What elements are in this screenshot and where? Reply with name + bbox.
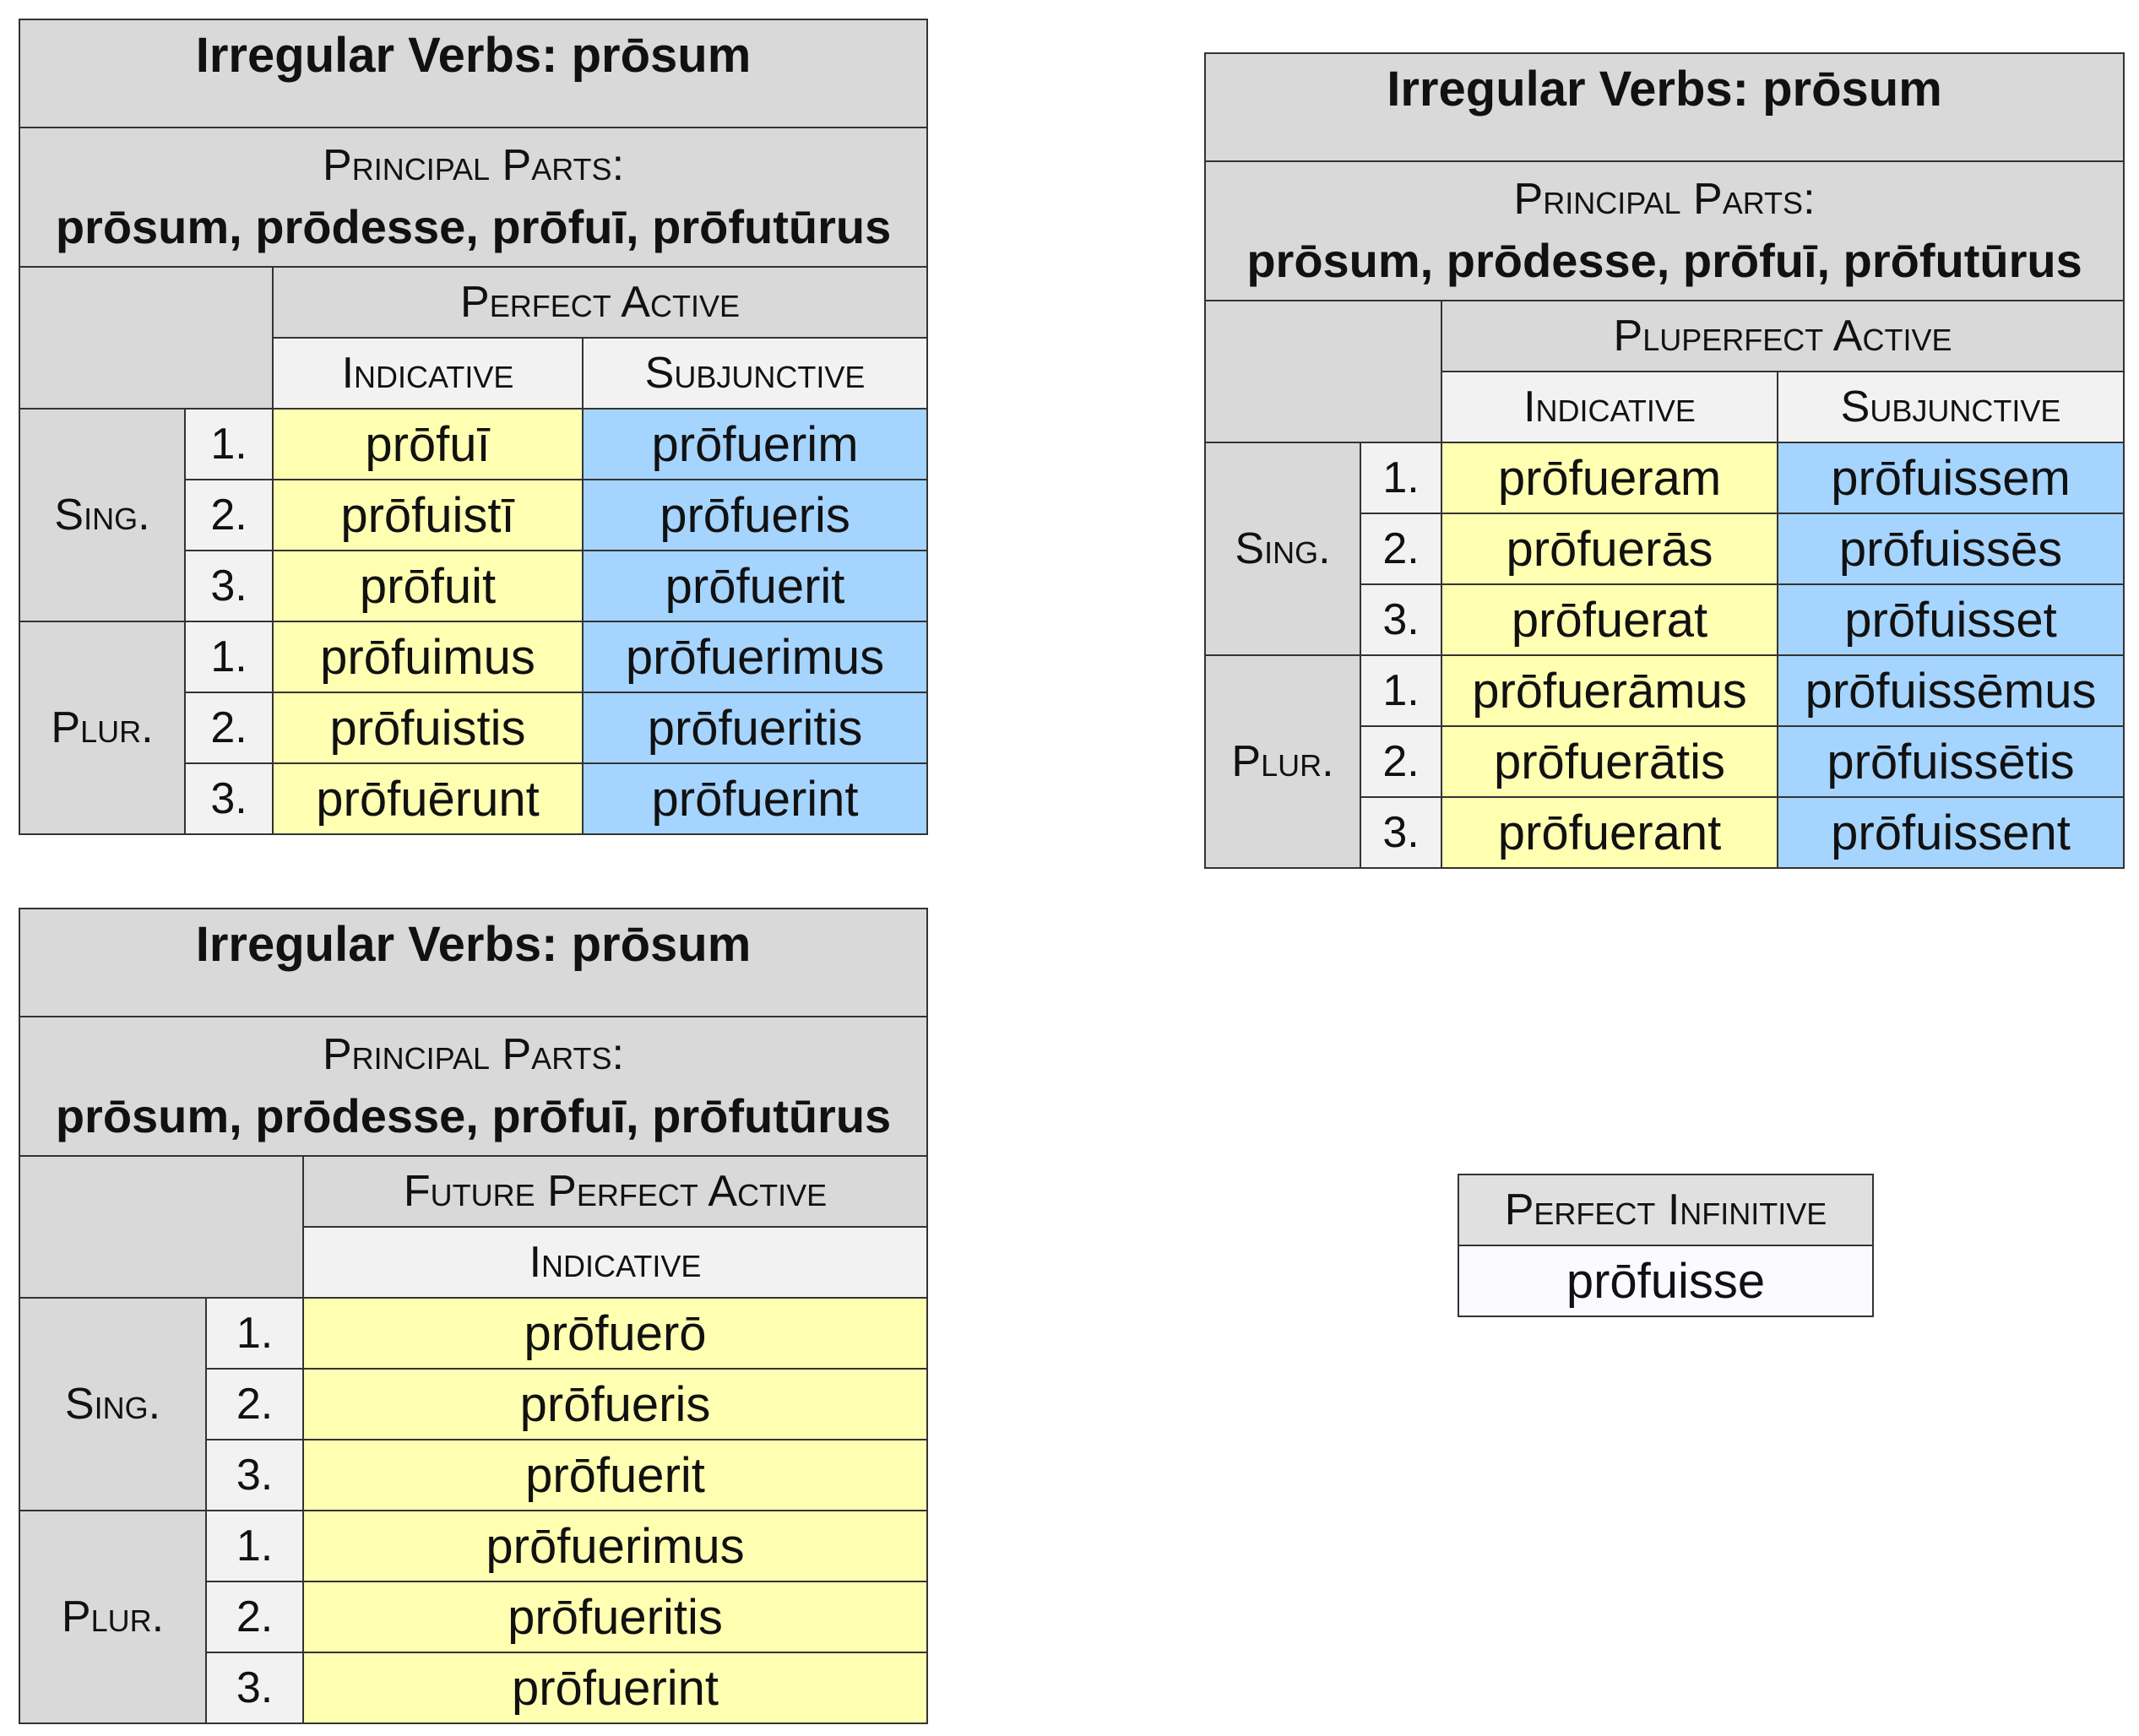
indicative-form: prōfuerint bbox=[301, 1652, 929, 1724]
table-title: Irregular Verbs: prōsum bbox=[18, 908, 929, 1017]
subjunctive-form: prōfuissent bbox=[1776, 796, 2125, 869]
indicative-form: prōfuerit bbox=[301, 1439, 929, 1511]
subjunctive-form: prōfuerimus bbox=[581, 621, 929, 693]
tense-header: Pluperfect Active bbox=[1440, 300, 2125, 372]
subjunctive-form: prōfuerit bbox=[581, 550, 929, 622]
indicative-form: prōfueram bbox=[1441, 442, 1778, 514]
plural-label: Plur. bbox=[1204, 654, 1361, 869]
subjunctive-form: prōfueris bbox=[581, 479, 929, 551]
principal-parts: Principal Parts: prōsum, prōdesse, prōfu… bbox=[18, 1016, 929, 1157]
singular-label: Sing. bbox=[19, 408, 186, 622]
plural-label: Plur. bbox=[19, 621, 186, 835]
indicative-form: prōfuerimus bbox=[301, 1510, 929, 1582]
indicative-form: prōfuerāmus bbox=[1441, 654, 1778, 727]
plural-label: Plur. bbox=[19, 1510, 207, 1724]
principal-parts-label: Principal Parts: bbox=[1513, 174, 1816, 224]
principal-parts-list: prōsum, prōdesse, prōfuī, prōfutūrus bbox=[1246, 233, 2082, 287]
mood-header-indicative: Indicative bbox=[1441, 371, 1778, 443]
subjunctive-form: prōfuissēs bbox=[1776, 513, 2125, 585]
person-number: 2. bbox=[184, 692, 274, 764]
table-title: Irregular Verbs: prōsum bbox=[18, 19, 929, 128]
principal-parts-label: Principal Parts: bbox=[323, 1029, 624, 1079]
person-number: 1. bbox=[205, 1297, 304, 1370]
tense-header: Perfect Active bbox=[271, 266, 929, 339]
principal-parts-list: prōsum, prōdesse, prōfuī, prōfutūrus bbox=[55, 1088, 892, 1142]
person-number: 2. bbox=[1360, 725, 1442, 798]
person-number: 1. bbox=[184, 408, 274, 480]
principal-parts: Principal Parts: prōsum, prōdesse, prōfu… bbox=[1203, 160, 2125, 301]
perfect-infinitive-table: Perfect Infinitive prōfuisse bbox=[1458, 1174, 1874, 1317]
table-title: Irregular Verbs: prōsum bbox=[1203, 52, 2125, 162]
tense-header: Future Perfect Active bbox=[301, 1155, 929, 1228]
principal-parts: Principal Parts: prōsum, prōdesse, prōfu… bbox=[18, 127, 929, 268]
indicative-form: prōfuistī bbox=[272, 479, 584, 551]
subjunctive-form: prōfuerint bbox=[581, 762, 929, 835]
person-number: 2. bbox=[1360, 513, 1442, 585]
singular-label: Sing. bbox=[1204, 442, 1361, 656]
corner-cell bbox=[19, 266, 274, 410]
indicative-form: prōfuerō bbox=[301, 1297, 929, 1370]
mood-header-subjunctive: Subjunctive bbox=[1776, 371, 2125, 443]
corner-cell bbox=[1204, 300, 1442, 443]
person-number: 3. bbox=[205, 1652, 304, 1724]
person-number: 2. bbox=[205, 1581, 304, 1653]
person-number: 3. bbox=[205, 1439, 304, 1511]
subjunctive-form: prōfuissēmus bbox=[1776, 654, 2125, 727]
indicative-form: prōfuērunt bbox=[272, 762, 584, 835]
principal-parts-list: prōsum, prōdesse, prōfuī, prōfutūrus bbox=[55, 199, 892, 253]
indicative-form: prōfuerat bbox=[1441, 583, 1778, 656]
mood-header-indicative: Indicative bbox=[301, 1226, 929, 1299]
person-number: 3. bbox=[1360, 583, 1442, 656]
indicative-form: prōfuerātis bbox=[1441, 725, 1778, 798]
subjunctive-form: prōfuissem bbox=[1776, 442, 2125, 514]
person-number: 2. bbox=[205, 1368, 304, 1440]
singular-label: Sing. bbox=[19, 1297, 207, 1511]
indicative-form: prōfueris bbox=[301, 1368, 929, 1440]
indicative-form: prōfueritis bbox=[301, 1581, 929, 1653]
person-number: 2. bbox=[184, 479, 274, 551]
person-number: 1. bbox=[205, 1510, 304, 1582]
indicative-form: prōfuit bbox=[272, 550, 584, 622]
person-number: 1. bbox=[1360, 654, 1442, 727]
person-number: 3. bbox=[1360, 796, 1442, 869]
subjunctive-form: prōfuisset bbox=[1776, 583, 2125, 656]
mood-header-indicative: Indicative bbox=[272, 337, 584, 410]
indicative-form: prōfuerant bbox=[1441, 796, 1778, 869]
person-number: 1. bbox=[1360, 442, 1442, 514]
principal-parts-label: Principal Parts: bbox=[323, 140, 625, 190]
person-number: 3. bbox=[184, 762, 274, 835]
pluperfect-active-table: Irregular Verbs: prōsum Principal Parts:… bbox=[1203, 52, 2125, 869]
person-number: 3. bbox=[184, 550, 274, 622]
perfect-active-table: Irregular Verbs: prōsum Principal Parts:… bbox=[18, 19, 929, 835]
infinitive-label: Perfect Infinitive bbox=[1458, 1174, 1874, 1246]
indicative-form: prōfuistis bbox=[272, 692, 584, 764]
subjunctive-form: prōfueritis bbox=[581, 692, 929, 764]
indicative-form: prōfuerās bbox=[1441, 513, 1778, 585]
subjunctive-form: prōfuissētis bbox=[1776, 725, 2125, 798]
indicative-form: prōfuimus bbox=[272, 621, 584, 693]
infinitive-form: prōfuisse bbox=[1458, 1245, 1874, 1317]
mood-header-subjunctive: Subjunctive bbox=[581, 337, 929, 410]
future-perfect-active-table: Irregular Verbs: prōsum Principal Parts:… bbox=[18, 908, 929, 1724]
subjunctive-form: prōfuerim bbox=[581, 408, 929, 480]
corner-cell bbox=[19, 1155, 304, 1299]
person-number: 1. bbox=[184, 621, 274, 693]
indicative-form: prōfuī bbox=[272, 408, 584, 480]
